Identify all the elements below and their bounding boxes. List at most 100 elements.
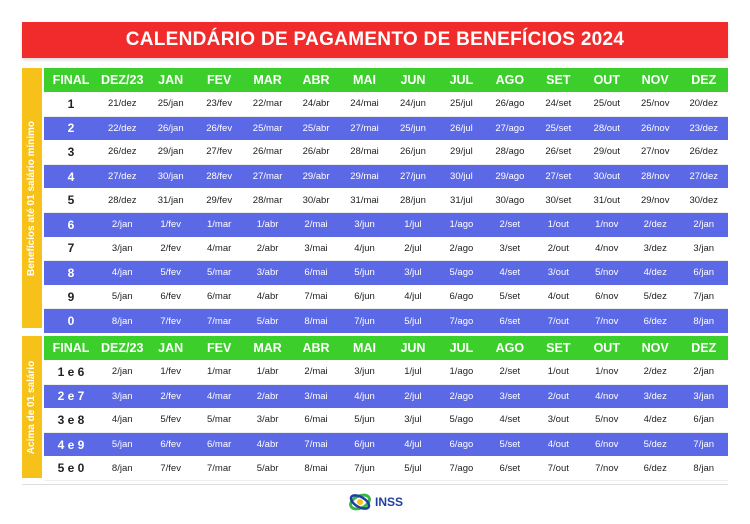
payment-date-cell: 3/mai	[291, 236, 341, 262]
payment-date-cell: 27/mai	[340, 116, 389, 141]
payment-date-cell: 8/mai	[291, 456, 341, 481]
payment-date-cell: 26/ago	[485, 92, 535, 117]
payment-date-cell: 6/ago	[437, 284, 486, 310]
payment-date-cell: 1/fev	[146, 360, 195, 385]
payment-date-cell: 7/nov	[582, 456, 631, 481]
payment-date-cell: 27/nov	[630, 140, 680, 165]
column-header: MAR	[243, 68, 292, 92]
payment-date-cell: 7/fev	[146, 456, 195, 481]
payment-date-cell: 8/mai	[291, 308, 341, 333]
payment-date-cell: 1/out	[534, 360, 583, 385]
payment-date-cell: 5/jan	[98, 284, 147, 310]
payment-date-cell: 3/jan	[679, 384, 728, 409]
payment-date-cell: 1/abr	[243, 360, 292, 385]
payment-date-cell: 2/jan	[679, 212, 728, 237]
payment-date-cell: 29/ago	[485, 164, 535, 189]
payment-date-cell: 4/out	[534, 432, 583, 457]
payment-date-cell: 1/jul	[388, 212, 438, 237]
payment-date-cell: 24/abr	[291, 92, 341, 117]
payment-date-cell: 26/dez	[98, 140, 147, 165]
payment-date-cell: 4/jul	[388, 432, 438, 457]
payment-date-cell: 1/mar	[194, 360, 244, 385]
payment-date-cell: 5/dez	[630, 284, 680, 310]
column-header: FEV	[194, 68, 244, 92]
payment-date-cell: 23/dez	[679, 116, 728, 141]
payment-date-cell: 7/out	[534, 308, 583, 333]
payment-date-cell: 4/nov	[582, 384, 631, 409]
payment-date-cell: 6/jan	[679, 260, 728, 285]
final-digit-cell: 1 e 6	[44, 360, 98, 385]
payment-date-cell: 31/mai	[340, 188, 389, 213]
payment-date-cell: 6/mar	[194, 284, 244, 310]
column-header: JUN	[388, 68, 438, 92]
final-digit-cell: 6	[44, 212, 98, 237]
table-row: 1 e 6 2/jan 1/fev 1/mar 1/abr 2/mai 3/jun 1/jul…	[44, 360, 728, 385]
payment-date-cell: 7/fev	[146, 308, 195, 333]
payment-date-cell: 4/abr	[243, 432, 292, 457]
payment-date-cell: 5/abr	[243, 308, 292, 333]
payment-date-cell: 5/fev	[146, 408, 195, 433]
payment-date-cell: 7/out	[534, 456, 583, 481]
payment-date-cell: 27/mar	[243, 164, 292, 189]
payment-date-cell: 6/jan	[679, 408, 728, 433]
final-digit-cell: 1	[44, 92, 98, 117]
payment-date-cell: 26/set	[534, 140, 583, 165]
payment-date-cell: 1/out	[534, 212, 583, 237]
payment-date-cell: 6/nov	[582, 432, 631, 457]
column-header: FEV	[194, 336, 244, 360]
payment-date-cell: 28/jun	[388, 188, 438, 213]
payment-date-cell: 2/dez	[630, 360, 680, 385]
payment-date-cell: 6/mar	[194, 432, 244, 457]
table-row: 1 21/dez 25/jan 23/fev 22/mar 24/abr 24/mai 24/…	[44, 92, 728, 117]
payment-date-cell: 5/jul	[388, 456, 438, 481]
payment-date-cell: 3/jan	[98, 236, 147, 262]
payment-date-cell: 6/nov	[582, 284, 631, 310]
final-digit-cell: 4	[44, 164, 98, 189]
payment-date-cell: 26/jul	[437, 116, 486, 141]
payment-date-cell: 28/dez	[98, 188, 147, 213]
payment-date-cell: 5/ago	[437, 408, 486, 433]
payment-date-cell: 5/ago	[437, 260, 486, 285]
payment-date-cell: 26/dez	[679, 140, 728, 165]
payment-date-cell: 4/jun	[340, 384, 389, 409]
payment-date-cell: 29/jul	[437, 140, 486, 165]
table-row: 0 8/jan 7/fev 7/mar 5/abr 8/mai 7/jun 5/jul 7/ag…	[44, 308, 728, 333]
payment-date-cell: 28/mai	[340, 140, 389, 165]
payment-date-cell: 27/dez	[679, 164, 728, 189]
payment-date-cell: 30/jul	[437, 164, 486, 189]
table-row: 4 e 9 5/jan 6/fev 6/mar 4/abr 7/mai 6/jun 4/jul…	[44, 432, 728, 457]
final-digit-cell: 3 e 8	[44, 408, 98, 433]
payment-date-cell: 30/jan	[146, 164, 195, 189]
payment-date-cell: 2/jan	[679, 360, 728, 385]
table-row: 5 e 0 8/jan 7/fev 7/mar 5/abr 8/mai 7/jun 5/jul…	[44, 456, 728, 481]
payment-date-cell: 5/jun	[340, 260, 389, 285]
payment-date-cell: 2/abr	[243, 384, 292, 409]
payment-date-cell: 7/mai	[291, 432, 341, 457]
table-body: 1 e 6 2/jan 1/fev 1/mar 1/abr 2/mai 3/jun 1/jul…	[44, 360, 728, 481]
payment-date-cell: 4/jan	[98, 260, 147, 285]
table-row: 4 27/dez 30/jan 28/fev 27/mar 29/abr 29/mai 27/…	[44, 164, 728, 189]
payment-date-cell: 7/jan	[679, 284, 728, 310]
column-header: JUN	[388, 336, 438, 360]
payment-date-cell: 7/nov	[582, 308, 631, 333]
payment-date-cell: 2/out	[534, 236, 583, 262]
column-header: JUL	[437, 68, 486, 92]
payment-date-cell: 8/jan	[98, 456, 147, 481]
payment-date-cell: 6/dez	[630, 308, 680, 333]
payment-date-cell: 24/mai	[340, 92, 389, 117]
payment-date-cell: 3/jun	[340, 212, 389, 237]
payment-date-cell: 4/mar	[194, 384, 244, 409]
payment-date-cell: 26/fev	[194, 116, 244, 141]
column-header: NOV	[630, 68, 680, 92]
final-digit-cell: 4 e 9	[44, 432, 98, 457]
payment-date-cell: 3/jan	[98, 384, 147, 409]
payment-date-cell: 2/ago	[437, 384, 486, 409]
column-header: JAN	[146, 68, 195, 92]
column-header: FINAL	[44, 336, 98, 360]
payment-date-cell: 27/dez	[98, 164, 147, 189]
payment-date-cell: 25/out	[582, 92, 631, 117]
payment-date-cell: 30/set	[534, 188, 583, 213]
payment-date-cell: 27/fev	[194, 140, 244, 165]
payment-date-cell: 1/nov	[582, 360, 631, 385]
payment-date-cell: 2/set	[485, 360, 535, 385]
